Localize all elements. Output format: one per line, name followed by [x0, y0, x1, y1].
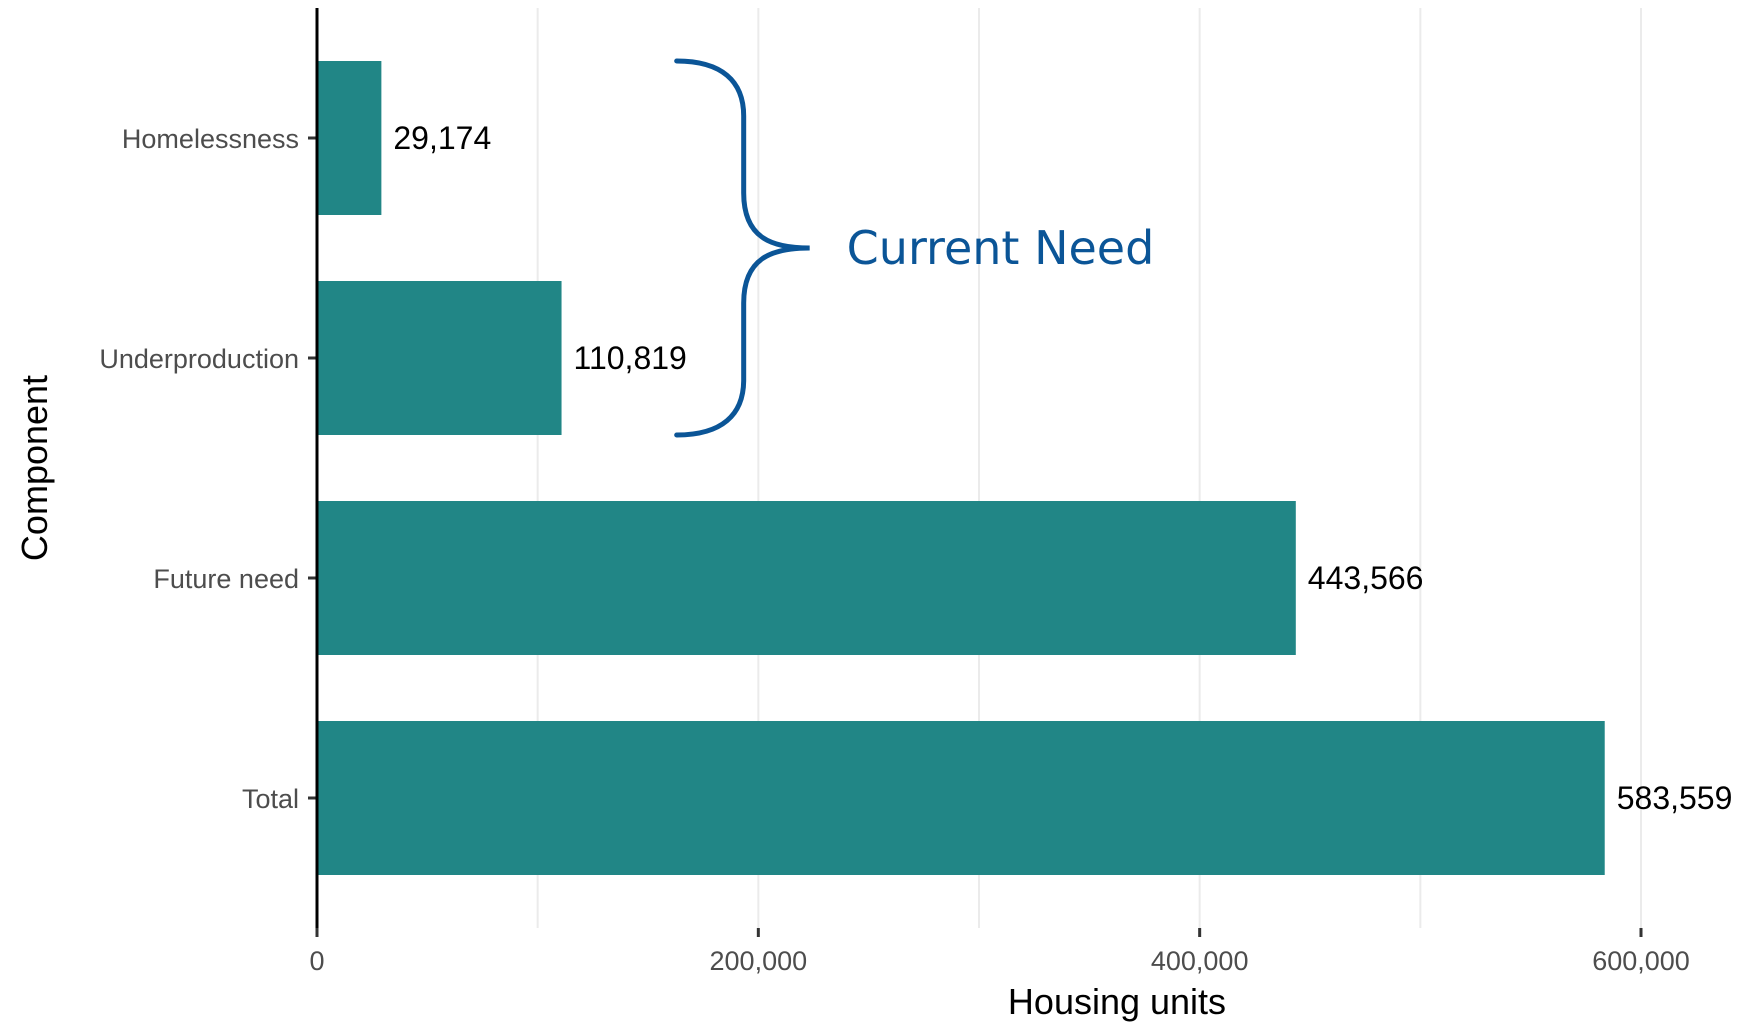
- x-tick-label: 400,000: [1151, 946, 1249, 976]
- annotation-label: Current Need: [847, 221, 1155, 275]
- x-axis-title: Housing units: [1008, 981, 1226, 1022]
- bar-underproduction: [317, 281, 562, 435]
- current-need-annotation: Current Need: [674, 58, 1155, 438]
- value-labels: 29,174 110,819 443,566 583,559: [393, 120, 1732, 816]
- bars: [317, 61, 1605, 875]
- category-label: Underproduction: [99, 344, 299, 374]
- x-tick-label: 600,000: [1592, 946, 1690, 976]
- x-axis: 0 200,000 400,000 600,000: [309, 928, 1690, 976]
- value-label: 110,819: [574, 340, 687, 376]
- bar-future-need: [317, 501, 1296, 655]
- y-axis-title: Component: [14, 375, 55, 561]
- bar-homelessness: [317, 61, 382, 215]
- value-label: 29,174: [393, 120, 491, 156]
- category-label: Homelessness: [122, 124, 299, 154]
- value-label: 583,559: [1617, 780, 1733, 816]
- x-tick-label: 200,000: [710, 946, 808, 976]
- category-label: Total: [242, 784, 299, 814]
- y-axis: Homelessness Underproduction Future need To…: [99, 8, 319, 928]
- brace-shape: [674, 58, 810, 438]
- category-label: Future need: [153, 564, 299, 594]
- bar-total: [317, 721, 1605, 875]
- value-label: 443,566: [1308, 560, 1424, 596]
- x-tick-label: 0: [309, 946, 324, 976]
